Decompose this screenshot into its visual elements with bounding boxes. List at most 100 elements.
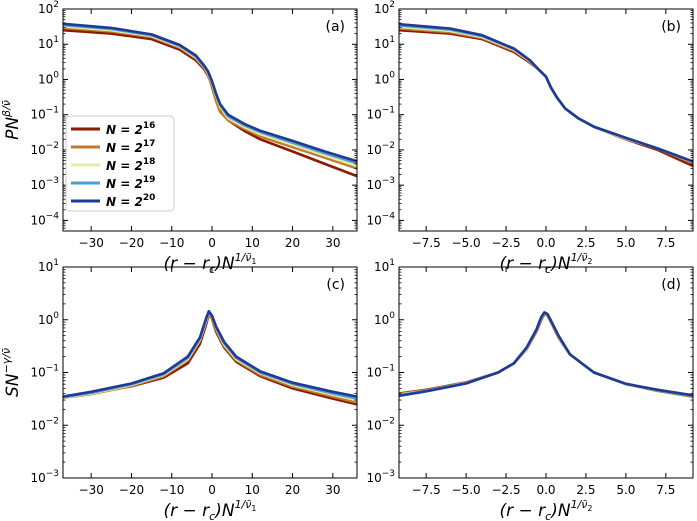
panel-b-frame <box>398 8 694 232</box>
xtick-text: 0.0 <box>536 483 555 497</box>
panel-c-series-line-5 <box>63 309 357 398</box>
xtick-text: −30 <box>79 483 104 497</box>
panel-b-series-line-3 <box>399 25 693 164</box>
ytick-exponent: 0 <box>389 70 395 80</box>
xtick-text: −10 <box>159 483 184 497</box>
panel-d-series-line-4 <box>399 311 693 398</box>
ytick-base: 10 <box>374 2 389 16</box>
ytick-base: 10 <box>30 143 45 157</box>
ytick-exponent: −2 <box>46 141 59 151</box>
panel-d-xtick-label: 5.0 <box>616 483 635 497</box>
xtick-text: 0 <box>208 483 216 497</box>
ytick-base: 10 <box>38 72 53 86</box>
panel-c-series <box>63 309 357 406</box>
xtick-text: −7.5 <box>412 483 441 497</box>
panel-b-series-line-5 <box>399 22 693 163</box>
panel-c-ytick-label: 10−1 <box>30 364 59 380</box>
ytick-exponent: 2 <box>53 0 59 10</box>
legend-item-label: N = 216 <box>106 121 155 137</box>
panel-a-xtick-label: −10 <box>159 236 184 250</box>
panel-c-xtick-label: 10 <box>245 483 260 497</box>
panel-d-ytick-label: 101 <box>374 258 395 274</box>
panel-b-xtick-label: −2.5 <box>491 236 520 250</box>
xlabel-main: (r − r <box>163 501 210 521</box>
panel-d-xtick-label: 2.5 <box>576 483 595 497</box>
ytick-base: 10 <box>366 366 381 380</box>
ytick-exponent: −3 <box>46 176 59 186</box>
ylabel-main: SN <box>3 373 23 397</box>
legend-prefix: N = 2 <box>106 195 143 209</box>
panel-b-xtick-label: −7.5 <box>412 236 441 250</box>
panel-a-ytick-label: 100 <box>38 70 59 86</box>
ytick-base: 10 <box>30 108 45 122</box>
ytick-base: 10 <box>38 260 53 274</box>
xtick-text: 0.0 <box>536 236 555 250</box>
panel-b-ytick-label: 10−1 <box>366 106 395 122</box>
xlabel-sup: 1/ν̄ <box>571 251 588 264</box>
xlabel-sub: c <box>545 263 551 276</box>
panel-d-series-line-5 <box>399 311 693 398</box>
panel-d-series <box>399 311 693 398</box>
panel-label-text: (c) <box>326 277 345 293</box>
ytick-exponent: −2 <box>46 416 59 426</box>
panel-a-ylabel: PNβ/ν̄ <box>0 100 23 140</box>
panel-b-ytick-label: 101 <box>374 35 395 51</box>
ylabel-sup: β/ν̄ <box>0 100 13 118</box>
xtick-text: −7.5 <box>412 236 441 250</box>
panel-a-xtick-label: −30 <box>79 236 104 250</box>
ytick-base: 10 <box>30 213 45 227</box>
ytick-exponent: −1 <box>46 106 59 116</box>
panel-c-xlabel: (r − rc)N1/ν̄1 <box>163 498 256 521</box>
ytick-exponent: −1 <box>382 106 395 116</box>
xtick-text: −20 <box>119 236 144 250</box>
panel-b-xtick-label: 2.5 <box>576 236 595 250</box>
xtick-text: −5.0 <box>452 483 481 497</box>
panel-a-ytick-label: 10−4 <box>30 211 59 227</box>
xtick-text: −2.5 <box>491 236 520 250</box>
legend-exponent: 17 <box>143 139 156 149</box>
xtick-text: 7.5 <box>656 483 675 497</box>
panel-a-xtick-label: −20 <box>119 236 144 250</box>
xtick-text: 10 <box>245 483 260 497</box>
panel-a-xtick-label: 0 <box>208 236 216 250</box>
panel-d-xtick-label: 7.5 <box>656 483 675 497</box>
panel-b-ytick-label: 102 <box>374 0 395 16</box>
panel-c-ytick-label: 101 <box>38 258 59 274</box>
ytick-exponent: −2 <box>382 141 395 151</box>
panel-b-ytick-label: 10−4 <box>366 211 395 227</box>
ytick-base: 10 <box>366 143 381 157</box>
panel-c-ylabel: SN−γ/ν̄ <box>0 348 23 397</box>
xtick-text: 30 <box>325 236 340 250</box>
ytick-exponent: 0 <box>53 70 59 80</box>
xtick-text: 0 <box>208 236 216 250</box>
panel-c-xtick-label: −30 <box>79 483 104 497</box>
panel-d-xtick-label: 0.0 <box>536 483 555 497</box>
panel-a-xlabel: (r − rc)N1/ν̄1 <box>163 251 256 276</box>
ytick-base: 10 <box>30 418 45 432</box>
ytick-exponent: −1 <box>382 364 395 374</box>
xtick-text: 7.5 <box>656 236 675 250</box>
panel-label-text: (a) <box>325 19 345 35</box>
ylabel-main: PN <box>3 117 23 140</box>
ytick-exponent: 0 <box>53 311 59 321</box>
panel-c-ytick-label: 100 <box>38 311 59 327</box>
panel-b-ytick-label: 100 <box>374 70 395 86</box>
xtick-text: 20 <box>285 483 300 497</box>
ytick-base: 10 <box>366 213 381 227</box>
panel-d-series-line-2 <box>399 312 693 398</box>
ytick-exponent: 1 <box>389 258 395 268</box>
ytick-base: 10 <box>366 178 381 192</box>
panel-a-series-line-5 <box>63 22 357 163</box>
ytick-base: 10 <box>366 418 381 432</box>
panel-a-label: (a) <box>325 19 345 35</box>
panel-label-text: (b) <box>661 19 681 35</box>
panel-c-series-line-4 <box>63 310 357 400</box>
xtick-text: −30 <box>79 236 104 250</box>
xlabel-close: )N <box>549 501 571 521</box>
panel-b-ytick-label: 10−3 <box>366 176 395 192</box>
xlabel-main: (r − r <box>499 501 546 521</box>
